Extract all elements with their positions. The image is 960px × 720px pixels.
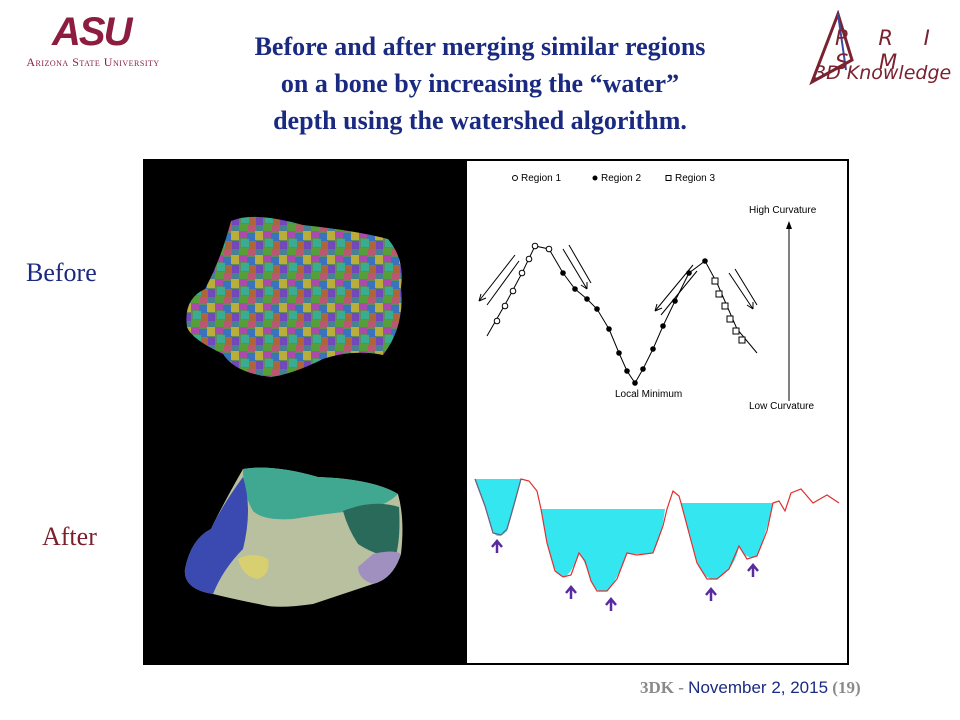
legend-region-1-marker	[512, 175, 518, 181]
region-2-point	[650, 346, 656, 352]
bone-after-purple-region	[358, 551, 401, 584]
curvature-axis-arrowhead	[786, 221, 792, 229]
title-line-3: depth using the watershed algorithm.	[273, 106, 687, 135]
footer-separator: -	[674, 678, 689, 697]
region-1-point	[493, 317, 501, 325]
bone-after-blue-region	[184, 477, 248, 594]
legend-region-3: Region 3	[675, 173, 715, 184]
terrain-curve-basin-outline	[474, 478, 522, 536]
watershed-diagram-panel: Region 1 Region 2 Region 3 High Curvatur…	[465, 159, 849, 665]
water-basin-1	[475, 479, 521, 536]
region-2-point	[584, 296, 590, 302]
footer-brand: 3DK	[640, 678, 674, 697]
before-label: Before	[26, 258, 97, 287]
bone-before	[186, 216, 402, 377]
region-3-point	[711, 277, 719, 285]
region-2-point	[632, 380, 638, 386]
title-line-2: on a bone by increasing the “water”	[280, 69, 680, 98]
curvature-curve	[486, 245, 758, 384]
prism-triangle-logo	[809, 10, 854, 86]
region-2-point	[702, 258, 708, 264]
terrain-curve	[474, 478, 840, 592]
region-1-point	[531, 242, 539, 250]
prism-subtitle: 3D Knowledge	[814, 62, 952, 84]
region-2-point	[686, 270, 692, 276]
local-minimum-label: Local Minimum	[615, 389, 682, 400]
asu-mark: ASU	[52, 10, 132, 54]
bone-renders	[184, 216, 403, 607]
region-2-point	[640, 366, 646, 372]
region-3-point	[732, 327, 740, 335]
region-3-point	[721, 302, 729, 310]
low-curvature-label: Low Curvature	[749, 401, 814, 412]
legend-region-2: Region 2	[601, 173, 641, 184]
slide-title: Before and after merging similar regions…	[190, 28, 770, 139]
high-curvature-label: High Curvature	[749, 205, 817, 216]
asu-name: Arizona State University	[26, 55, 160, 69]
water-basin-2	[541, 509, 665, 592]
region-2-point	[624, 368, 630, 374]
water-basin-3	[681, 503, 773, 580]
region-3-point	[715, 290, 723, 298]
region-2-point	[560, 270, 566, 276]
region-2-point	[660, 323, 666, 329]
region-1-point	[518, 269, 526, 277]
legend-region-3-marker	[665, 175, 672, 181]
prism-wordmark: P R I S M	[835, 26, 942, 74]
region-1-point	[501, 302, 509, 310]
legend-region-1: Region 1	[521, 173, 561, 184]
legend-region-2-marker	[592, 175, 598, 181]
region-2-point	[572, 286, 578, 292]
bone-after-yellow-region	[238, 555, 269, 579]
region-2-point	[616, 350, 622, 356]
title-line-1: Before and after merging similar regions	[254, 32, 706, 61]
flow-arrows	[478, 244, 758, 316]
region-2-point	[606, 326, 612, 332]
after-label: After	[42, 522, 97, 551]
asu-logo: ASU Arizona State University	[8, 10, 178, 69]
region-2-point	[594, 306, 600, 312]
region-3-point	[726, 315, 734, 323]
watershed-diagram: Region 1 Region 2 Region 3 High Curvatur…	[474, 173, 840, 611]
minima-arrows	[491, 539, 759, 611]
region-1-point	[545, 245, 553, 253]
footer-page-number: (19)	[832, 678, 861, 697]
slide-footer: 3DK - November 2, 2015 (19)	[640, 678, 861, 698]
watershed-water-levels	[474, 478, 840, 592]
bone-render-panel	[143, 159, 465, 665]
bone-after-dark-region	[343, 503, 400, 559]
region-1-point	[525, 255, 533, 263]
region-1-point	[509, 287, 517, 295]
region-3-point	[738, 336, 746, 344]
footer-date: November 2, 2015	[688, 678, 829, 697]
